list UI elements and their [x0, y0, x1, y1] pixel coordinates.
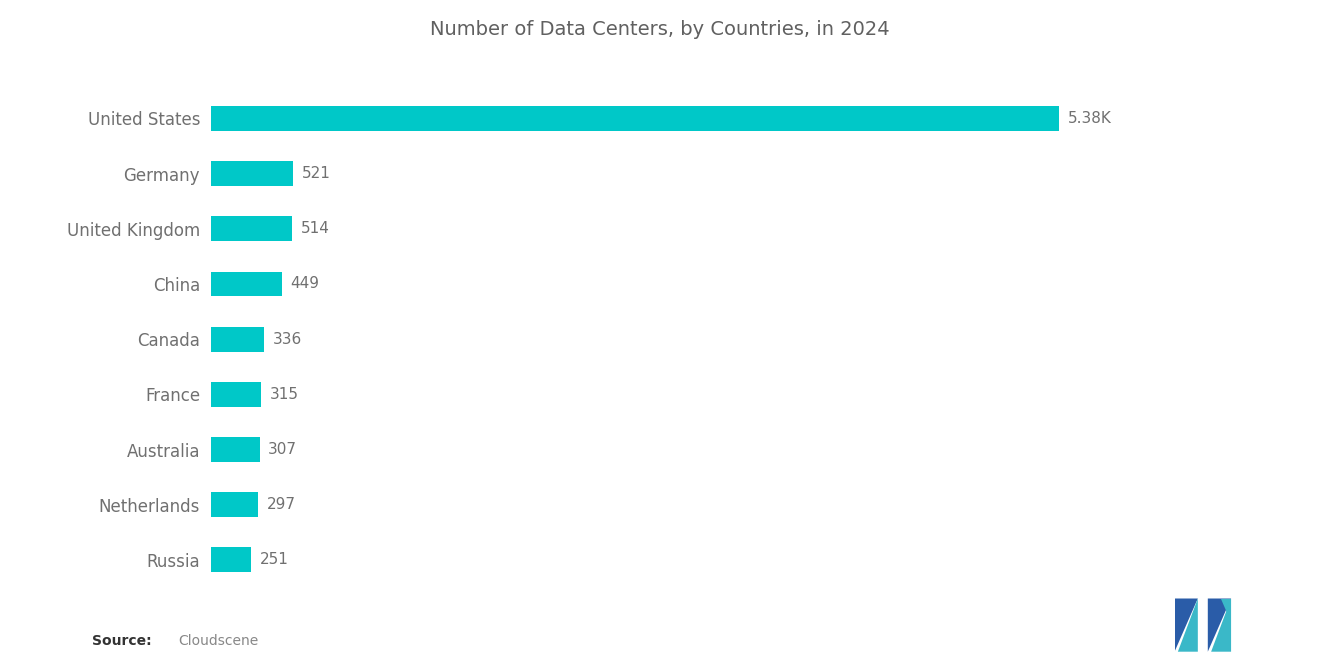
- Polygon shape: [1177, 598, 1197, 652]
- Text: 449: 449: [290, 277, 319, 291]
- Text: Source:: Source:: [92, 634, 152, 648]
- Bar: [211, 106, 1059, 131]
- Polygon shape: [1208, 598, 1232, 652]
- Text: 307: 307: [268, 442, 297, 457]
- Polygon shape: [1212, 598, 1232, 652]
- Bar: [211, 271, 282, 297]
- Text: 521: 521: [302, 166, 331, 181]
- Text: 315: 315: [269, 387, 298, 402]
- Text: Number of Data Centers, by Countries, in 2024: Number of Data Centers, by Countries, in…: [430, 20, 890, 39]
- Polygon shape: [1175, 598, 1197, 652]
- Text: Cloudscene: Cloudscene: [178, 634, 259, 648]
- Bar: [211, 327, 264, 352]
- Bar: [211, 547, 251, 573]
- Polygon shape: [1221, 598, 1232, 622]
- Bar: [211, 161, 293, 186]
- Text: 336: 336: [273, 332, 302, 346]
- Bar: [211, 492, 257, 517]
- Text: 297: 297: [267, 497, 296, 512]
- Text: 5.38K: 5.38K: [1068, 111, 1111, 126]
- Bar: [211, 382, 261, 407]
- Bar: [211, 216, 292, 241]
- Text: 251: 251: [260, 553, 288, 567]
- Bar: [211, 437, 260, 462]
- Text: 514: 514: [301, 221, 330, 236]
